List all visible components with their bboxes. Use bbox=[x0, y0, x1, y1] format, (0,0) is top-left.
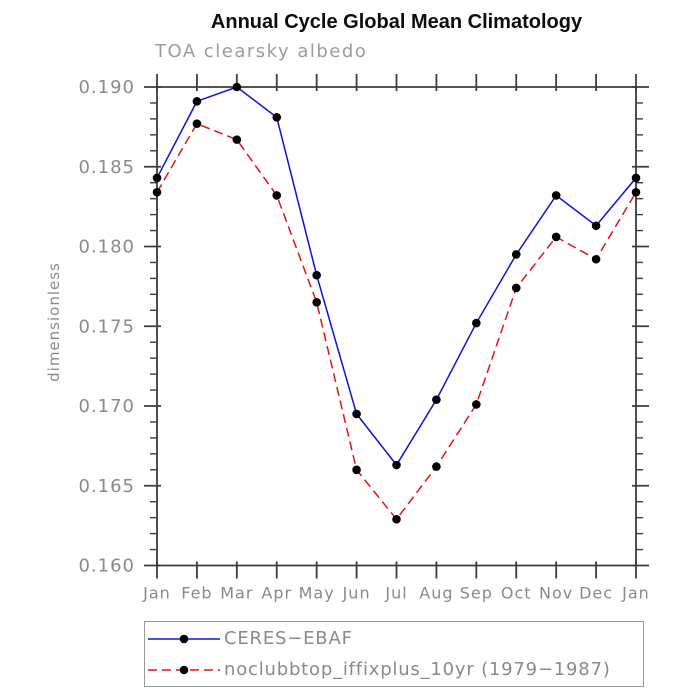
svg-text:Aug: Aug bbox=[419, 584, 453, 603]
legend-label: noclubbtop_iffixplus_10yr (1979−1987) bbox=[224, 659, 611, 680]
legend-label: CERES−EBAF bbox=[224, 628, 353, 649]
chart-title: Annual Cycle Global Mean Climatology bbox=[210, 11, 583, 33]
svg-text:Mar: Mar bbox=[220, 584, 253, 603]
svg-text:Feb: Feb bbox=[181, 584, 212, 603]
svg-text:0.165: 0.165 bbox=[78, 476, 135, 497]
svg-text:May: May bbox=[299, 584, 335, 603]
svg-text:0.160: 0.160 bbox=[78, 556, 135, 577]
legend-item-ceres: CERES−EBAF bbox=[145, 623, 643, 654]
legend-line-sample-solid bbox=[148, 634, 220, 643]
svg-text:Jan: Jan bbox=[621, 584, 650, 603]
svg-text:Jun: Jun bbox=[342, 584, 371, 603]
svg-text:0.185: 0.185 bbox=[78, 157, 135, 178]
svg-text:Jul: Jul bbox=[384, 584, 407, 603]
chart-canvas: 0.160 0.165 0.170 0.175 0.180 0.185 0.190 Jan Fe… bbox=[78, 74, 650, 603]
svg-text:0.170: 0.170 bbox=[78, 396, 135, 417]
svg-text:Oct: Oct bbox=[501, 584, 532, 603]
svg-text:Sep: Sep bbox=[460, 584, 493, 603]
svg-text:Nov: Nov bbox=[539, 584, 573, 603]
chart-subtitle: TOA clearsky albedo bbox=[155, 41, 368, 62]
svg-text:0.175: 0.175 bbox=[78, 316, 135, 337]
legend-box: CERES−EBAF noclubbtop_iffixplus_10yr (19… bbox=[144, 621, 644, 687]
svg-text:0.190: 0.190 bbox=[78, 77, 135, 98]
svg-text:Apr: Apr bbox=[261, 584, 292, 603]
svg-text:Jan: Jan bbox=[142, 584, 171, 603]
svg-text:0.180: 0.180 bbox=[78, 237, 135, 258]
legend-line-sample-dashed bbox=[148, 665, 220, 674]
legend-item-noclubbtop: noclubbtop_iffixplus_10yr (1979−1987) bbox=[145, 654, 643, 685]
svg-text:Dec: Dec bbox=[579, 584, 613, 603]
